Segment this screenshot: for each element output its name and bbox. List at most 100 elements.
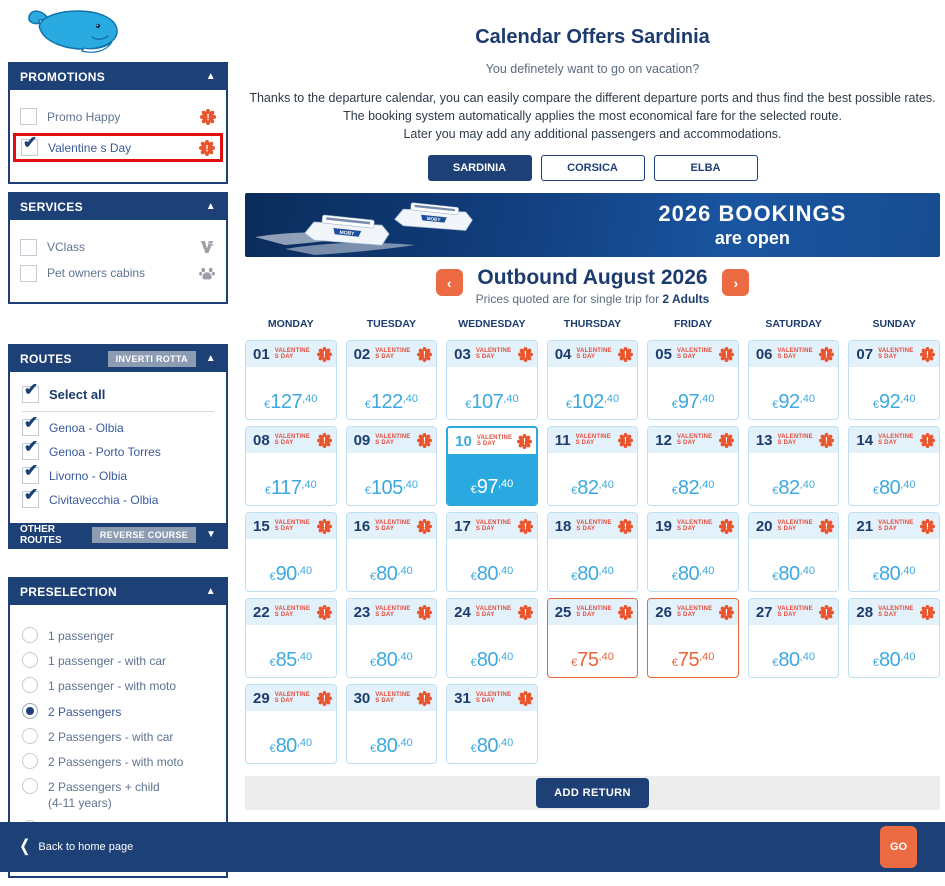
promo-badge-icon: !	[618, 604, 634, 620]
expand-down-icon[interactable]: ▼	[206, 529, 216, 540]
calendar-day-cell[interactable]: 22 VALENTINE S DAY ! €85,40	[245, 598, 337, 679]
tab-corsica[interactable]: CORSICA	[540, 155, 645, 182]
svg-text:!: !	[524, 522, 527, 532]
radio-button[interactable]	[22, 652, 38, 669]
radio-button[interactable]	[22, 677, 38, 694]
calendar-day-cell[interactable]: 05 VALENTINE S DAY ! €97,40	[647, 340, 739, 421]
day-number: 03	[454, 345, 471, 363]
radio-button[interactable]	[22, 778, 38, 795]
weekday-header-row: MONDAY TUESDAY WEDNESDAY THURSDAY FRIDAY SATU…	[245, 318, 940, 330]
preselection-option[interactable]: 1 passenger - with car	[22, 652, 214, 669]
preselection-option[interactable]: 1 passenger - with moto	[22, 677, 214, 694]
calendar-day-cell[interactable]: 07 VALENTINE S DAY ! €92,40	[848, 340, 940, 421]
vclass-row[interactable]: VClass	[20, 238, 216, 256]
reverse-course-button[interactable]: REVERSE COURSE	[91, 527, 197, 543]
add-return-button[interactable]: ADD RETURN	[536, 778, 649, 809]
calendar-day-cell[interactable]: 31 VALENTINE S DAY ! €80,40	[446, 684, 538, 765]
day-price: €80,40	[470, 735, 514, 758]
calendar-day-cell[interactable]: 01 VALENTINE S DAY ! €127,40	[245, 340, 337, 421]
collapse-up-icon[interactable]: ▲	[205, 201, 216, 212]
select-all-checkbox[interactable]	[22, 380, 39, 403]
promo-happy-row[interactable]: Promo Happy !	[20, 108, 216, 125]
route-row[interactable]: Genoa - Olbia	[22, 413, 214, 436]
calendar-day-cell[interactable]: 28 VALENTINE S DAY ! €80,40	[848, 598, 940, 679]
route-row[interactable]: Livorno - Olbia	[22, 461, 214, 484]
collapse-up-icon[interactable]: ▲	[205, 71, 216, 82]
route-row[interactable]: Genoa - Porto Torres	[22, 437, 214, 460]
pet-cabins-checkbox[interactable]	[20, 264, 37, 282]
valentines-day-row[interactable]: Valentine s Day !	[13, 133, 223, 162]
day-price: €92,40	[872, 391, 916, 414]
routes-divider	[22, 411, 214, 412]
route-label: Genoa - Olbia	[49, 420, 124, 435]
calendar-day-cell[interactable]: 27 VALENTINE S DAY ! €80,40	[747, 598, 840, 679]
calendar-day-cell[interactable]: 18 VALENTINE S DAY ! €80,40	[546, 512, 639, 593]
svg-text:!: !	[825, 350, 828, 360]
calendar-day-cell[interactable]: 13 VALENTINE S DAY ! €82,40	[747, 426, 840, 507]
bookings-banner[interactable]: MOBY MOBY 2026 BOOKINGS are open	[245, 193, 940, 258]
radio-button[interactable]	[22, 727, 38, 744]
promo-happy-checkbox[interactable]	[20, 108, 37, 125]
calendar-day-cell[interactable]: 23 VALENTINE S DAY ! €80,40	[345, 598, 438, 679]
invert-route-button[interactable]: INVERTI ROTTA	[107, 351, 196, 367]
valentines-day-checkbox[interactable]	[21, 133, 38, 156]
calendar-day-cell[interactable]: 12 VALENTINE S DAY ! €82,40	[647, 426, 739, 507]
promo-badge-icon: !	[516, 433, 532, 449]
svg-text:!: !	[423, 436, 426, 446]
route-row[interactable]: Civitavecchia - Olbia	[22, 485, 214, 508]
calendar-day-cell[interactable]: 25 VALENTINE S DAY ! €75,40	[546, 598, 639, 679]
collapse-up-icon[interactable]: ▲	[205, 353, 216, 364]
previous-month-button[interactable]: ‹	[435, 269, 463, 297]
calendar-day-cell[interactable]: 17 VALENTINE S DAY ! €80,40	[446, 512, 538, 593]
banner-headline: 2026 BOOKINGS	[658, 201, 847, 227]
calendar-day-cell[interactable]: 20 VALENTINE S DAY ! €80,40	[747, 512, 840, 593]
route-checkbox[interactable]	[22, 485, 39, 508]
tab-elba[interactable]: ELBA	[653, 155, 758, 182]
preselection-option[interactable]: 1 passenger	[22, 627, 214, 644]
moby-whale-logo[interactable]	[26, 4, 228, 60]
preselection-option-label: 1 passenger	[48, 629, 115, 643]
calendar-day-cell[interactable]: 04 VALENTINE S DAY ! €102,40	[546, 340, 639, 421]
valentines-promo-tag: VALENTINE S DAY	[475, 519, 512, 533]
calendar-day-cell[interactable]: 15 VALENTINE S DAY ! €90,40	[245, 512, 337, 593]
valentines-promo-tag: VALENTINE S DAY	[777, 433, 813, 447]
radio-button[interactable]	[22, 627, 38, 643]
calendar-day-cell[interactable]: 26 VALENTINE S DAY ! €75,40	[647, 598, 739, 679]
day-number: 04	[554, 345, 572, 363]
calendar-day-cell[interactable]: 19 VALENTINE S DAY ! €80,40	[647, 512, 739, 593]
calendar-day-cell[interactable]: 08 VALENTINE S DAY ! €117,40	[245, 426, 337, 507]
calendar-day-cell[interactable]: 09 VALENTINE S DAY ! €105,40	[345, 426, 438, 507]
day-number: 05	[655, 345, 672, 363]
calendar-day-cell[interactable]: 06 VALENTINE S DAY ! €92,40	[747, 340, 840, 421]
preselection-option[interactable]: 2 Passengers	[22, 702, 214, 720]
calendar-day-cell[interactable]: 21 VALENTINE S DAY ! €80,40	[848, 512, 940, 593]
collapse-up-icon[interactable]: ▲	[205, 586, 216, 597]
go-button[interactable]: GO	[880, 826, 917, 868]
select-all-row[interactable]: Select all	[22, 380, 214, 403]
tab-sardinia[interactable]: SARDINIA	[427, 155, 532, 182]
preselection-option[interactable]: 2 Passengers - with moto	[22, 752, 214, 770]
route-checkbox[interactable]	[22, 437, 39, 460]
back-to-home-link[interactable]: ❬ Back to home page	[18, 839, 880, 855]
pet-cabins-row[interactable]: Pet owners cabins	[20, 264, 216, 282]
route-checkbox[interactable]	[22, 413, 39, 436]
day-number: 15	[253, 517, 270, 535]
preselection-option[interactable]: 2 Passengers - with car	[22, 727, 214, 745]
preselection-option[interactable]: 2 Passengers + child (4-11 years)	[22, 778, 214, 811]
calendar-day-cell[interactable]: 03 VALENTINE S DAY ! €107,40	[446, 340, 538, 421]
calendar-day-cell[interactable]: 30 VALENTINE S DAY ! €80,40	[345, 684, 438, 765]
calendar-day-cell[interactable]: 29 VALENTINE S DAY ! €80,40	[245, 684, 337, 765]
calendar-day-cell[interactable]: 02 VALENTINE S DAY ! €122,40	[345, 340, 438, 421]
calendar-day-cell[interactable]: 11 VALENTINE S DAY ! €82,40	[546, 426, 639, 507]
services-panel: SERVICES ▲ VClass Pet owners cabins	[8, 192, 228, 304]
calendar-day-cell[interactable]: 24 VALENTINE S DAY ! €80,40	[446, 598, 538, 679]
radio-button[interactable]	[22, 752, 38, 769]
vclass-checkbox[interactable]	[20, 238, 37, 256]
radio-button[interactable]	[22, 702, 38, 719]
next-month-button[interactable]: ›	[722, 269, 750, 297]
valentines-promo-tag: VALENTINE S DAY	[878, 605, 914, 619]
calendar-day-cell[interactable]: 14 VALENTINE S DAY ! €80,40	[848, 426, 940, 507]
route-checkbox[interactable]	[22, 461, 39, 484]
calendar-day-cell[interactable]: 16 VALENTINE S DAY ! €80,40	[345, 512, 438, 593]
calendar-day-cell[interactable]: 10 VALENTINE S DAY ! €97,40	[446, 426, 538, 507]
